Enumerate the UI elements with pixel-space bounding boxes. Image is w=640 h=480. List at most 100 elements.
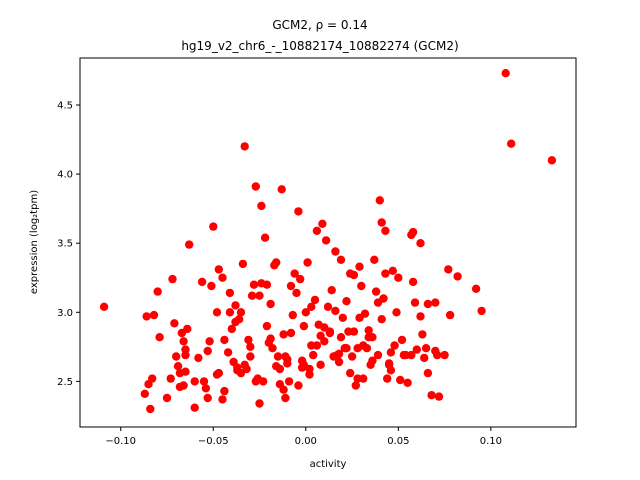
data-point	[408, 227, 418, 237]
x-tick-label: 0.05	[387, 436, 409, 447]
data-point	[342, 297, 351, 306]
data-point	[257, 201, 266, 211]
data-point	[327, 286, 336, 295]
data-point	[307, 302, 316, 311]
data-point	[416, 312, 425, 321]
data-point	[286, 328, 296, 338]
data-point	[140, 389, 149, 398]
data-point	[312, 341, 322, 350]
data-point	[303, 258, 312, 267]
data-point	[277, 185, 286, 194]
data-point	[453, 272, 462, 281]
data-point	[209, 222, 218, 231]
data-point	[260, 233, 270, 242]
data-point	[377, 218, 386, 227]
data-point	[179, 337, 188, 346]
data-point	[388, 266, 397, 275]
data-point	[99, 302, 109, 311]
data-point	[201, 384, 211, 393]
data-point	[273, 352, 283, 361]
data-point	[403, 378, 412, 387]
data-point	[294, 207, 303, 216]
data-point	[412, 345, 421, 354]
data-point	[220, 386, 229, 396]
chart-title-line1: GCM2, ρ = 0.14	[272, 18, 367, 32]
data-point	[434, 392, 444, 401]
data-point	[305, 364, 314, 374]
data-point	[292, 288, 301, 298]
y-tick-label: 4.5	[57, 100, 73, 111]
data-point	[231, 301, 240, 310]
data-point	[309, 350, 318, 360]
data-point	[227, 324, 236, 334]
data-point	[362, 344, 372, 353]
data-point	[283, 359, 292, 368]
data-point	[179, 381, 188, 390]
data-point	[162, 393, 172, 403]
data-point	[290, 269, 299, 278]
chart-title-line2: hg19_v2_chr6_-_10882174_10882274 (GCM2)	[181, 39, 458, 53]
data-point	[408, 277, 418, 287]
data-point	[310, 295, 320, 305]
data-point	[197, 277, 207, 287]
data-point	[168, 274, 177, 284]
x-tick-label: 0.10	[480, 436, 502, 447]
data-point	[225, 308, 235, 317]
data-point	[396, 375, 405, 385]
data-point	[371, 287, 381, 296]
data-point	[281, 352, 290, 361]
data-point	[244, 335, 253, 345]
data-point	[349, 270, 359, 280]
data-point	[212, 308, 222, 317]
data-point	[207, 281, 216, 291]
x-tick-label: −0.05	[198, 436, 229, 447]
data-point	[225, 288, 235, 298]
data-point	[334, 357, 344, 367]
data-point	[375, 196, 384, 205]
data-point	[194, 353, 203, 363]
data-point	[336, 333, 346, 342]
data-point	[166, 374, 175, 383]
data-point	[214, 368, 223, 378]
data-point	[205, 337, 214, 346]
data-point	[368, 333, 377, 342]
x-tick-label: 0.00	[295, 436, 317, 447]
data-point	[284, 377, 294, 386]
data-point	[421, 344, 431, 353]
data-point	[266, 299, 275, 309]
y-tick-label: 3.0	[57, 308, 73, 319]
data-point	[203, 346, 212, 356]
data-point	[249, 280, 259, 289]
data-point	[445, 310, 455, 320]
data-point	[155, 333, 164, 342]
data-point	[279, 330, 288, 339]
plot-frame	[79, 57, 577, 428]
data-point	[240, 142, 249, 151]
data-point	[199, 377, 209, 386]
y-axis-label: expression (log₂tpm)	[29, 190, 40, 294]
data-point	[262, 321, 272, 331]
data-point	[347, 352, 357, 361]
data-point	[353, 344, 362, 353]
data-point	[246, 352, 255, 361]
data-point	[321, 236, 331, 245]
data-point	[383, 374, 392, 383]
data-point	[203, 393, 212, 403]
data-point	[440, 350, 449, 360]
data-point	[346, 368, 355, 378]
data-point	[431, 298, 440, 307]
data-point	[357, 281, 366, 291]
data-point	[288, 310, 297, 320]
data-point	[381, 269, 390, 278]
data-point	[218, 273, 227, 282]
data-point	[266, 334, 275, 343]
data-point	[390, 341, 399, 350]
data-point	[279, 385, 288, 394]
data-point	[397, 335, 407, 345]
x-axis-ticks: −0.10 −0.05 0.00 0.05 0.10	[105, 427, 502, 447]
data-point	[170, 319, 179, 328]
data-point	[294, 381, 303, 390]
data-point	[373, 350, 383, 360]
data-point	[471, 284, 481, 293]
data-point	[247, 291, 257, 300]
